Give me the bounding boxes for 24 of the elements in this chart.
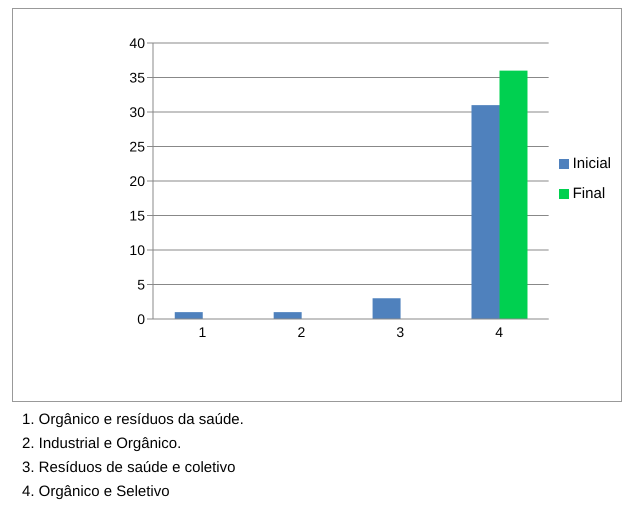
y-tick-label: 30: [129, 104, 146, 120]
text: 3. Resíduos de saúde e coletivo: [22, 458, 236, 478]
text: 4. Orgânico e Seletivo: [22, 482, 171, 502]
x-tick-label: 3: [396, 324, 404, 340]
x-tick-label: 1: [198, 324, 207, 340]
text: 2. Industrial e Orgânico.: [22, 434, 182, 454]
bar: [499, 70, 528, 319]
x-tick-label: 4: [495, 324, 504, 340]
y-tick-label: 0: [137, 310, 146, 327]
legend-label: Inicial: [572, 155, 611, 172]
bar: [471, 105, 500, 319]
x-tick-label: 2: [297, 324, 306, 340]
text: 1. Orgânico e resíduos da saúde.: [22, 410, 245, 430]
bar: [274, 312, 302, 319]
y-tick-label: 40: [129, 34, 146, 51]
legend-label: Final: [572, 185, 606, 202]
bar: [372, 298, 401, 319]
y-tick-label: 20: [129, 172, 146, 189]
y-tick-label: 35: [129, 69, 146, 86]
y-tick-label: 25: [129, 138, 146, 154]
bar: [174, 312, 203, 319]
y-tick-label: 5: [137, 276, 146, 292]
y-tick-label: 15: [129, 207, 146, 224]
y-tick-label: 10: [129, 242, 146, 258]
